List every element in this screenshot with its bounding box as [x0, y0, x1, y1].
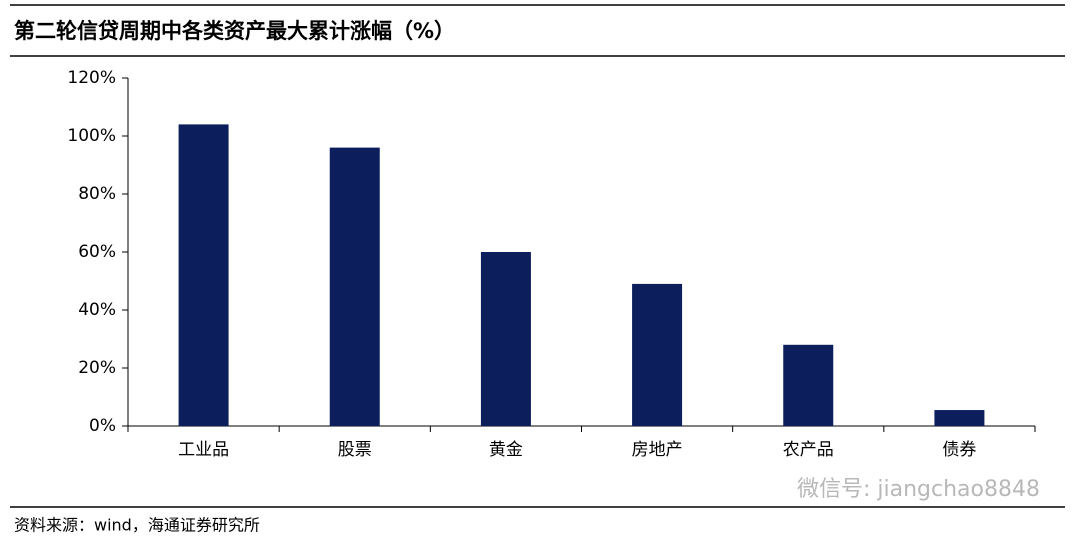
y-tick-label: 20% — [78, 358, 116, 378]
bar — [783, 344, 834, 426]
x-tick-label: 工业品 — [178, 440, 229, 460]
bar — [934, 410, 985, 426]
bar — [480, 252, 531, 426]
x-tick-label: 股票 — [338, 440, 372, 460]
x-tick-label: 房地产 — [632, 440, 683, 460]
bar — [329, 147, 380, 426]
chart-title: 第二轮信贷周期中各类资产最大累计涨幅（%） — [14, 19, 455, 43]
x-tick-label: 债券 — [942, 440, 976, 460]
y-tick-label: 120% — [67, 68, 116, 88]
bar — [178, 124, 229, 427]
bar — [632, 283, 683, 426]
y-tick-label: 40% — [78, 300, 116, 320]
y-tick-label: 80% — [78, 184, 116, 204]
y-tick-label: 0% — [89, 416, 116, 436]
y-tick-label: 100% — [67, 126, 116, 146]
y-tick-label: 60% — [78, 242, 116, 262]
watermark: 微信号: jiangchao8848 — [797, 477, 1040, 502]
x-tick-label: 黄金 — [489, 440, 523, 460]
x-tick-label: 农产品 — [783, 440, 834, 460]
source: 资料来源：wind，海通证券研究所 — [14, 516, 260, 535]
